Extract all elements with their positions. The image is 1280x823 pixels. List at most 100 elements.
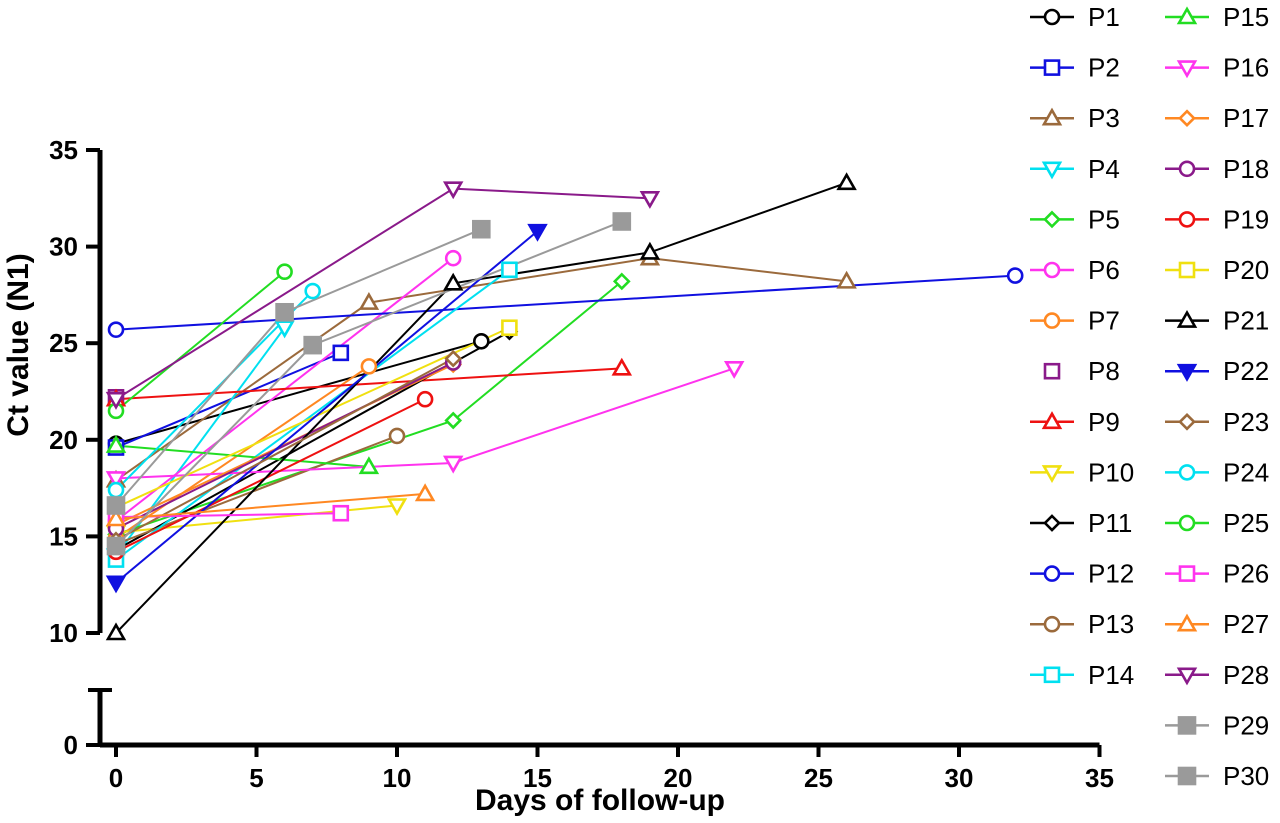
legend-label-p23: P23 xyxy=(1223,407,1269,437)
plot-lines xyxy=(115,181,1016,634)
series-line-p27 xyxy=(115,492,426,521)
legend-marker-p13 xyxy=(1043,615,1061,633)
data-point-p30-2 xyxy=(303,335,323,355)
data-point-p24-2 xyxy=(304,282,322,300)
legend-item-p21: P21 xyxy=(1165,306,1269,336)
legend-marker-p23 xyxy=(1178,412,1196,431)
data-point-p15-2 xyxy=(358,456,380,475)
y-axis-title: Ct value (N1) xyxy=(2,253,35,436)
data-point-p12-1 xyxy=(107,321,125,338)
legend-marker-p16 xyxy=(1176,60,1198,79)
legend-label-p12: P12 xyxy=(1088,559,1134,589)
legend-item-p1: P1 xyxy=(1030,2,1120,32)
legend-marker-p20 xyxy=(1178,261,1196,279)
data-point-p29-2 xyxy=(275,302,294,322)
legend-label-p22: P22 xyxy=(1223,356,1269,386)
data-point-p16-3 xyxy=(723,361,745,379)
legend-label-p7: P7 xyxy=(1088,306,1120,336)
legend-item-p24: P24 xyxy=(1165,457,1269,487)
data-point-p7-2 xyxy=(360,358,378,375)
x-tick-label-15: 15 xyxy=(523,763,552,793)
data-point-p9-2 xyxy=(611,357,633,376)
x-axis-title: Days of follow-up xyxy=(475,784,725,817)
data-point-p14-2 xyxy=(501,261,518,279)
series-line-p5 xyxy=(115,280,623,536)
legend-marker-p22 xyxy=(1176,363,1198,382)
legend-label-p4: P4 xyxy=(1088,154,1120,184)
data-point-p26-2 xyxy=(332,504,350,522)
data-point-p12-2 xyxy=(1006,267,1024,284)
data-point-p5-2 xyxy=(444,411,463,430)
legend-item-p29: P29 xyxy=(1165,710,1269,740)
data-point-p20-2 xyxy=(501,319,518,337)
x-tick-label-5: 5 xyxy=(249,763,263,793)
data-point-p28-1 xyxy=(105,391,127,410)
data-point-p10-2 xyxy=(386,498,408,517)
series-line-p21 xyxy=(115,181,847,634)
data-point-p22-1 xyxy=(105,575,127,594)
x-tick-label-20: 20 xyxy=(664,763,693,793)
x-tick-label-0: 0 xyxy=(109,763,123,793)
legend-label-p3: P3 xyxy=(1088,103,1120,133)
data-point-p6-2 xyxy=(444,249,462,267)
y-tick-label-0: 0 xyxy=(64,730,78,760)
legend-label-p30: P30 xyxy=(1223,761,1269,791)
legend-marker-p27 xyxy=(1176,613,1198,632)
legend-item-p28: P28 xyxy=(1165,660,1269,690)
legend-marker-p14 xyxy=(1043,666,1061,684)
data-point-p21-1 xyxy=(105,622,127,641)
data-point-p15-1 xyxy=(105,434,127,453)
legend-item-p25: P25 xyxy=(1165,508,1269,538)
series-line-p19 xyxy=(115,398,426,553)
legend-marker-p30 xyxy=(1177,766,1197,786)
data-point-p4-2 xyxy=(274,320,295,339)
legend-marker-p10 xyxy=(1041,465,1063,484)
legend-item-p11: P11 xyxy=(1030,508,1132,538)
legend-item-p22: P22 xyxy=(1165,356,1269,386)
legend-item-p26: P26 xyxy=(1165,559,1269,589)
legend-label-p21: P21 xyxy=(1223,306,1269,336)
legend-item-p14: P14 xyxy=(1030,660,1134,690)
data-point-p16-2 xyxy=(442,455,464,474)
legend-label-p26: P26 xyxy=(1223,559,1269,589)
series-line-p7 xyxy=(115,365,370,540)
legend-marker-p12 xyxy=(1043,565,1061,582)
legend-item-p18: P18 xyxy=(1165,154,1269,184)
legend-marker-p5 xyxy=(1043,210,1061,229)
legend-label-p10: P10 xyxy=(1088,457,1134,487)
legend-item-p17: P17 xyxy=(1165,103,1269,133)
legend-marker-p17 xyxy=(1178,109,1196,128)
legend-label-p17: P17 xyxy=(1223,103,1269,133)
legend-marker-p28 xyxy=(1176,667,1198,686)
data-point-p3-4 xyxy=(836,270,857,289)
legend-marker-p18 xyxy=(1178,160,1196,178)
series-line-p12 xyxy=(115,274,1016,331)
legend-marker-p8 xyxy=(1043,362,1061,380)
legend-label-p6: P6 xyxy=(1088,255,1120,285)
legend-marker-p29 xyxy=(1177,716,1197,735)
data-point-p27-2 xyxy=(414,483,436,502)
data-point-p19-2 xyxy=(416,390,434,408)
axes xyxy=(88,150,1100,748)
legend-item-p8: P8 xyxy=(1043,356,1120,386)
series-line-p15 xyxy=(115,444,369,468)
legend-item-p12: P12 xyxy=(1030,559,1134,589)
series-line-p9 xyxy=(115,367,622,401)
legend-label-p28: P28 xyxy=(1223,660,1269,690)
legend-marker-p11 xyxy=(1043,514,1061,532)
legend-marker-p19 xyxy=(1178,211,1196,228)
legend-label-p15: P15 xyxy=(1223,2,1269,32)
legend-label-p24: P24 xyxy=(1223,457,1269,487)
legend-item-p20: P20 xyxy=(1165,255,1269,285)
legend-item-p10: P10 xyxy=(1030,457,1134,487)
data-point-p23-2 xyxy=(444,349,463,368)
legend: P1 P2 P3 P4 P5 P6 P7 P8 P9 P10 P11 P12 P13 P14 P15 P16 P… xyxy=(1030,2,1269,791)
x-tick-label-25: 25 xyxy=(804,763,833,793)
series-line-p18 xyxy=(115,361,454,530)
legend-item-p9: P9 xyxy=(1030,407,1120,437)
legend-item-p13: P13 xyxy=(1030,609,1134,639)
ticks: 0 5 10 15 20 25 30 35 10 15 20 25 30 35 0 xyxy=(49,135,1114,793)
y-tick-label-20: 20 xyxy=(49,425,78,455)
x-tick-label-10: 10 xyxy=(383,763,412,793)
legend-marker-p9 xyxy=(1041,411,1063,430)
